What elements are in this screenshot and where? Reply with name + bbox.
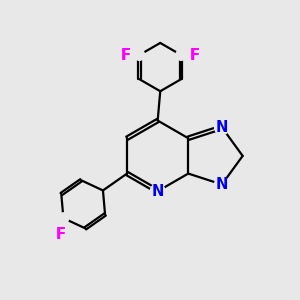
Text: N: N [216,120,228,135]
Text: N: N [152,184,164,199]
Text: F: F [121,47,131,62]
Text: F: F [189,47,200,62]
Text: F: F [189,47,200,62]
Circle shape [150,184,165,199]
Text: F: F [56,227,65,242]
Text: N: N [216,177,228,192]
Text: F: F [121,47,131,62]
Circle shape [58,213,69,224]
Circle shape [134,50,145,60]
Circle shape [214,177,229,192]
Text: F: F [56,227,65,242]
Circle shape [176,50,187,60]
Circle shape [214,120,229,135]
